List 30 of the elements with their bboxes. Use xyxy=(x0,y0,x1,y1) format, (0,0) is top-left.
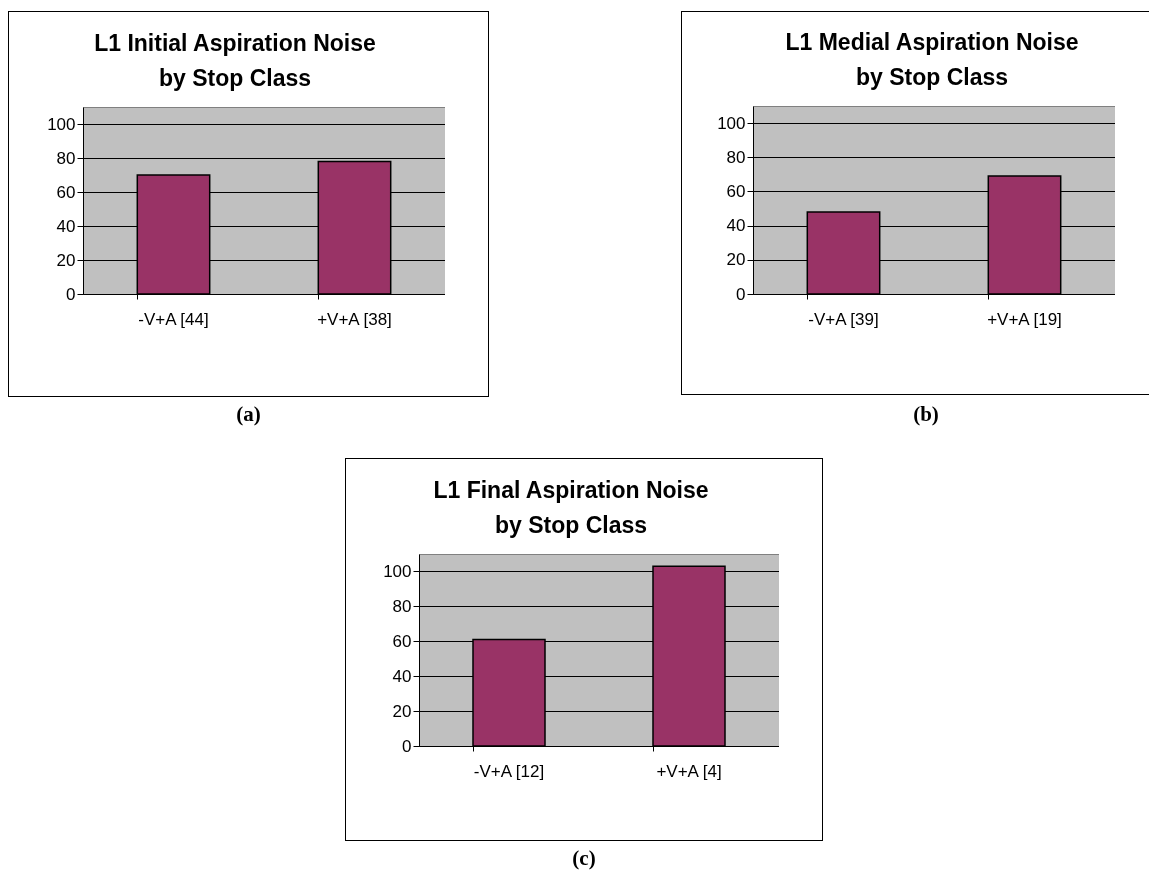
y-tick-label: 80 xyxy=(56,148,76,168)
y-tick-label: 100 xyxy=(383,561,412,581)
y-tick-label: 40 xyxy=(56,216,76,236)
text: (a) xyxy=(235,402,262,427)
y-tick-label: 0 xyxy=(66,284,76,304)
chart-title: L1 Medial Aspiration Noise by Stop Class xyxy=(785,29,1079,90)
y-tick-label: 60 xyxy=(726,181,746,201)
y-tick-label: 80 xyxy=(726,147,746,167)
x-tick-label: +V+A [4] xyxy=(656,761,722,781)
y-tick-label: 20 xyxy=(726,250,746,270)
y-tick-label: 20 xyxy=(392,701,412,721)
y-tick-label: 20 xyxy=(56,250,76,270)
y-tick-label: 60 xyxy=(392,631,412,651)
y-tick-label: 100 xyxy=(717,113,746,133)
y-tick-label: 0 xyxy=(402,736,412,756)
y-tick-label: 0 xyxy=(736,284,746,304)
text: (c) xyxy=(571,846,597,871)
x-tick-label: +V+A [19] xyxy=(987,309,1062,329)
chart-title: L1 Final Aspiration Noise by Stop Class xyxy=(433,477,709,538)
y-tick-label: 80 xyxy=(392,596,412,616)
text: (b) xyxy=(912,402,940,427)
x-tick-label: -V+A [39] xyxy=(808,309,879,329)
chart-title: L1 Initial Aspiration Noise by Stop Class xyxy=(94,30,376,91)
y-tick-label: 40 xyxy=(392,666,412,686)
x-tick-label: -V+A [44] xyxy=(138,309,209,329)
y-tick-label: 60 xyxy=(56,182,76,202)
y-tick-label: 100 xyxy=(47,114,76,134)
x-tick-label: +V+A [38] xyxy=(317,309,392,329)
y-tick-label: 40 xyxy=(726,216,746,236)
x-tick-label: -V+A [12] xyxy=(473,761,545,781)
